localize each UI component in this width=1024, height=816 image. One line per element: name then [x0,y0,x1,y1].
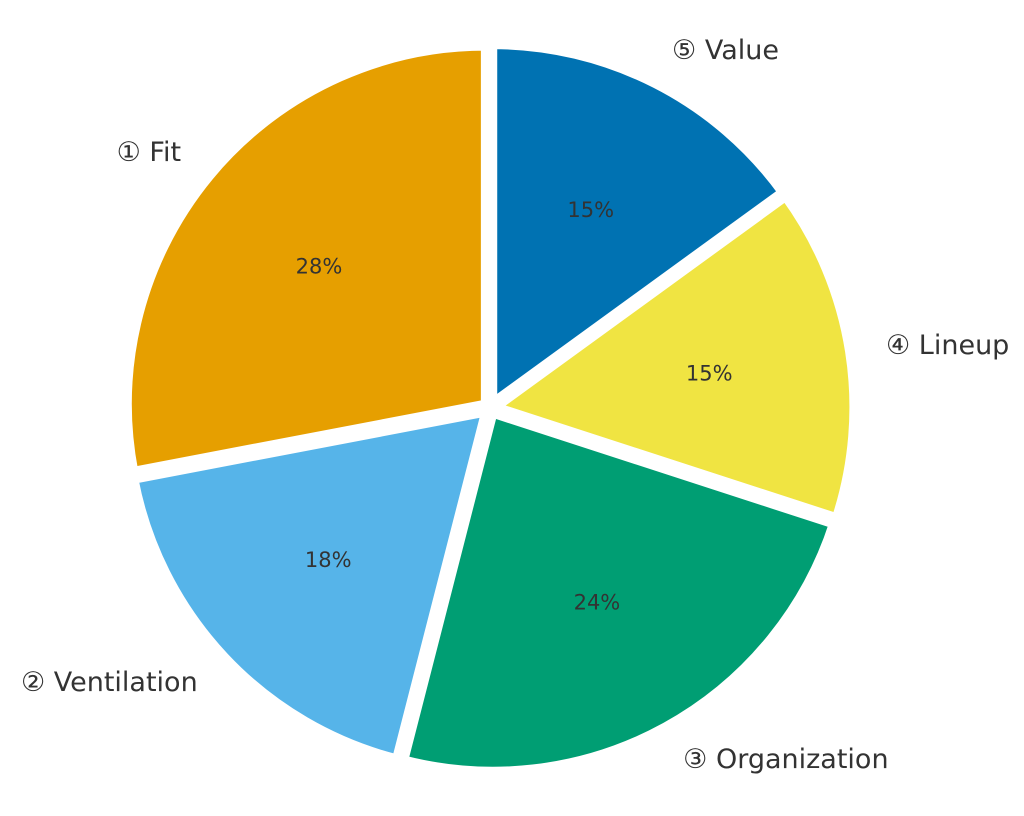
category-label-ventilation: ② Ventilation [21,667,198,698]
pie-slice-fit [122,41,490,477]
pie-slice-ventilation [128,406,492,765]
pie-slice-value [488,40,789,412]
category-label-lineup: ④ Lineup [886,330,1009,361]
category-label-fit: ① Fit [117,137,181,168]
percentage-label-fit: 28% [296,255,343,279]
percentage-label-ventilation: 18% [305,548,352,572]
percentage-label-lineup: 15% [686,361,733,385]
percentage-label-organization: 24% [574,591,621,615]
pie-slices [122,40,859,776]
category-label-organization: ③ Organization [683,744,888,775]
pie-slice-lineup [486,190,859,524]
percentage-labels: 28% 18% 24% 15% 15% [296,198,733,614]
pie-slice-organization [398,407,840,776]
category-labels: ① Fit ② Ventilation ③ Organization ④ Lineup… [21,35,1009,775]
percentage-label-value: 15% [567,198,614,222]
category-label-value: ⑤ Value [672,35,779,66]
